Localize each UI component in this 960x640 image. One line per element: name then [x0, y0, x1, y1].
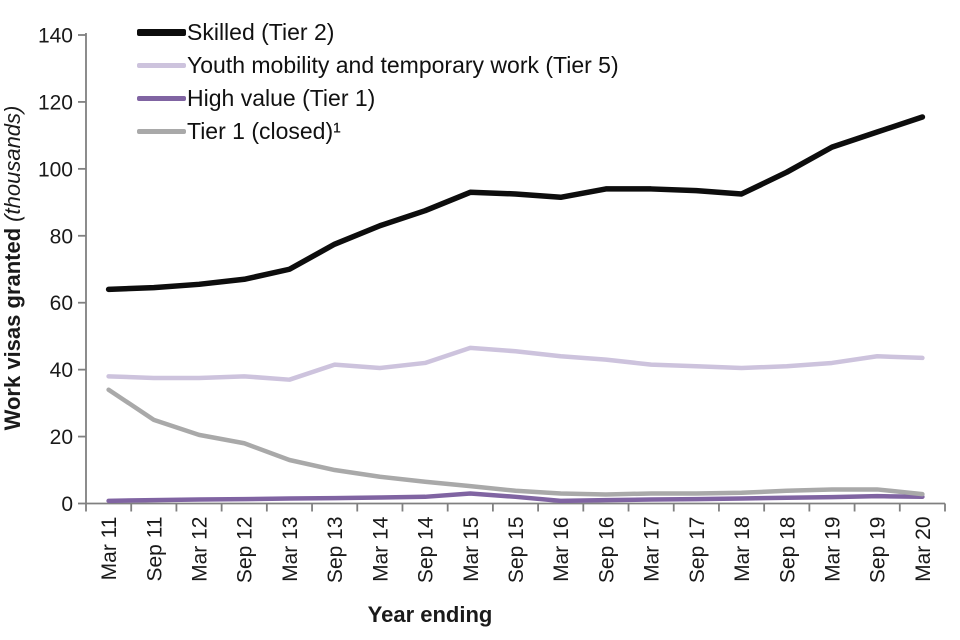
legend: Skilled (Tier 2) Youth mobility and temp…	[137, 16, 619, 148]
legend-swatch-high-value-tier1	[137, 96, 186, 101]
x-tick-label: Mar 12	[189, 517, 212, 582]
series-line-3	[106, 387, 925, 497]
x-tick-label: Sep 13	[324, 517, 347, 584]
legend-label: Tier 1 (closed)¹	[187, 118, 341, 144]
x-tick-label: Sep 16	[595, 517, 618, 584]
y-tick-label: 60	[50, 292, 73, 315]
legend-label: High value (Tier 1)	[187, 85, 376, 111]
x-tick-label: Sep 11	[143, 517, 166, 582]
x-tick-label: Mar 19	[821, 517, 844, 582]
chart-dynamic-layer: 0 20 40 60 80 100 120 140 Mar 11 Sep 11 Mar 12 Sep …	[38, 25, 946, 584]
legend-item-skilled-tier2: Skilled (Tier 2)	[137, 16, 619, 49]
legend-item-youth-mobility-tier5: Youth mobility and temporary work (Tier …	[137, 49, 619, 82]
x-tick-label: Mar 18	[731, 517, 754, 582]
y-tick-label: 20	[50, 426, 73, 449]
series-line-1	[106, 345, 925, 382]
x-tick-label: Mar 13	[279, 517, 302, 582]
y-axis-title: Work visas granted(thousands)	[0, 106, 25, 431]
x-tick-label: Mar 16	[550, 517, 573, 582]
y-tick-label: 100	[38, 158, 73, 181]
legend-swatch-skilled-tier2	[137, 29, 186, 36]
y-tick-label: 120	[38, 91, 73, 114]
x-tick-label: Sep 18	[776, 517, 799, 584]
y-tick-label: 0	[61, 493, 73, 516]
x-tick-label: Sep 19	[867, 517, 890, 584]
y-tick-label: 80	[50, 225, 73, 248]
x-axis-title: Year ending	[368, 602, 493, 627]
x-tick-label: Mar 20	[912, 517, 935, 582]
x-tick-label: Sep 14	[415, 516, 438, 583]
y-tick-label: 40	[50, 359, 73, 382]
legend-label: Youth mobility and temporary work (Tier …	[187, 52, 619, 78]
x-tick-label: Sep 17	[686, 517, 709, 584]
legend-swatch-tier1-closed	[137, 129, 186, 134]
x-tick-label: Mar 15	[460, 517, 483, 582]
series-line-0	[105, 114, 926, 293]
legend-label: Skilled (Tier 2)	[187, 19, 335, 45]
x-tick-label: Mar 11	[98, 517, 121, 581]
x-tick-label: Sep 15	[505, 517, 528, 584]
legend-item-high-value-tier1: High value (Tier 1)	[137, 82, 619, 115]
x-tick-label: Sep 12	[234, 517, 257, 584]
series-line-2	[106, 491, 925, 504]
x-tick-label: Mar 17	[641, 517, 664, 582]
legend-item-tier1-closed: Tier 1 (closed)¹	[137, 115, 619, 148]
y-tick-label: 140	[38, 25, 73, 48]
x-tick-label: Mar 14	[369, 516, 392, 582]
legend-swatch-youth-mobility-tier5	[137, 63, 186, 68]
